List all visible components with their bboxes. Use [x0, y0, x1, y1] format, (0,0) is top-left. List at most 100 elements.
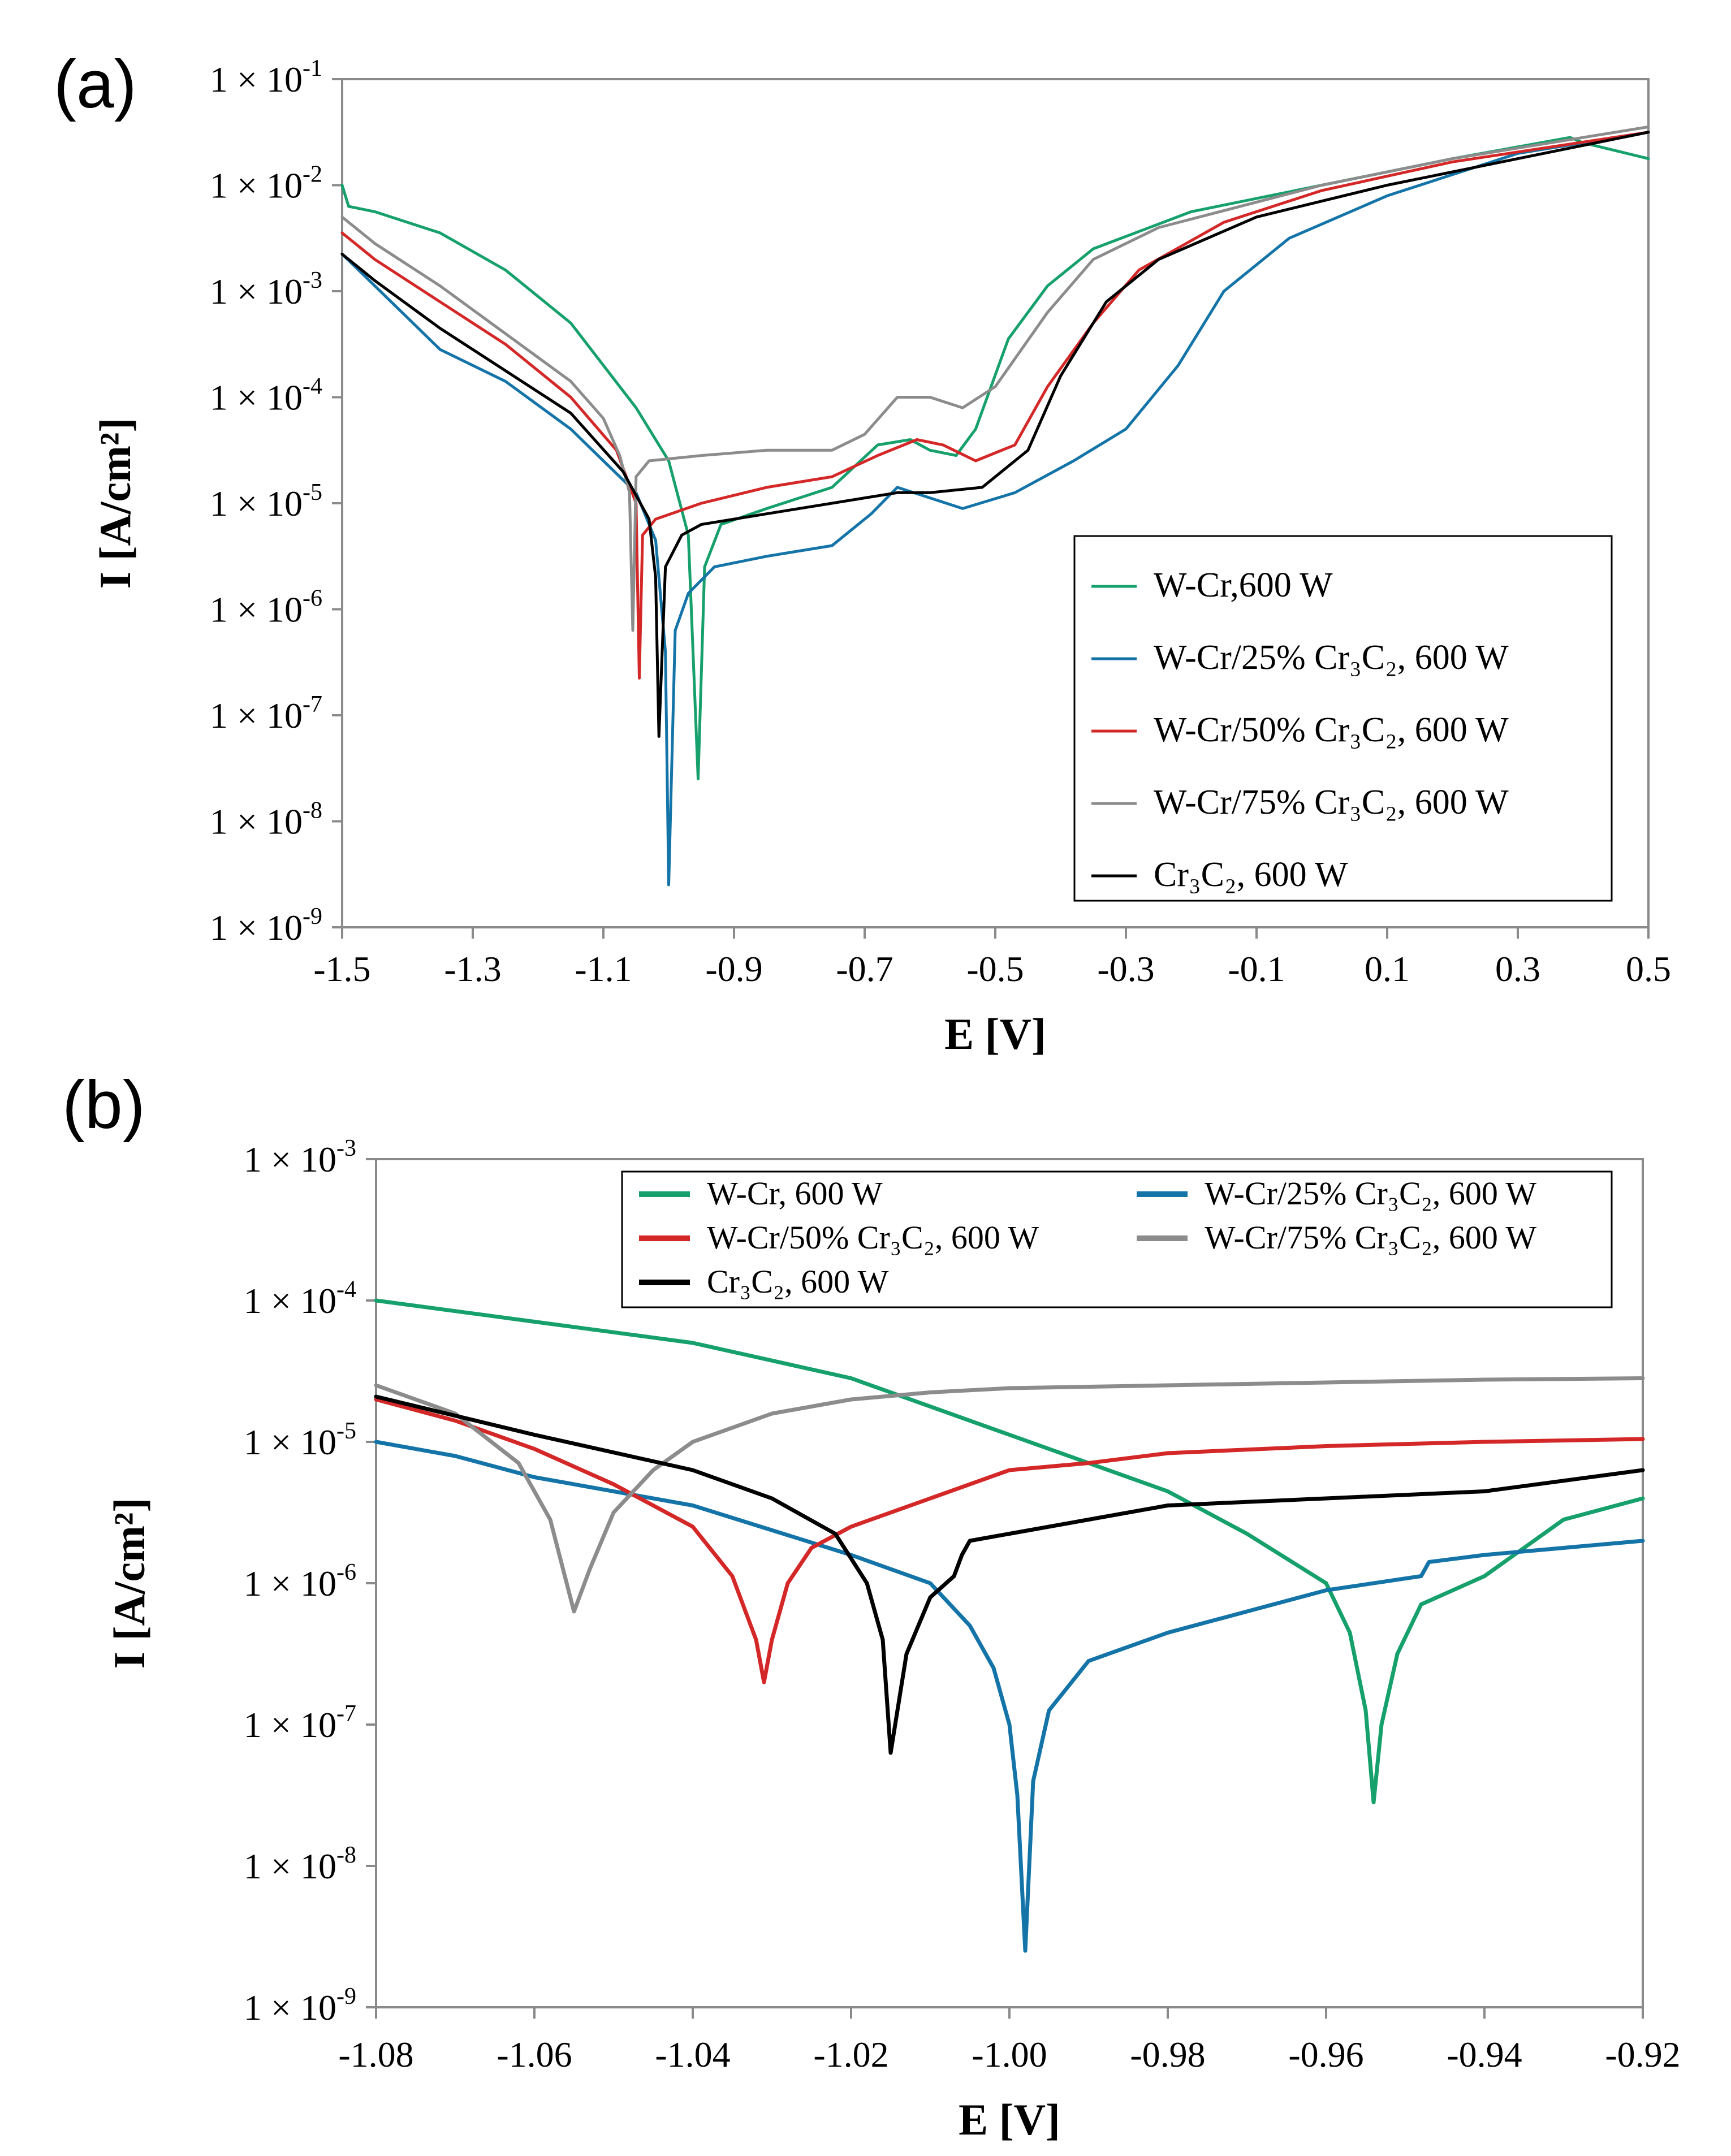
- x-tick-label: -1.02: [813, 2034, 888, 2075]
- x-tick-label: -1.1: [575, 949, 632, 989]
- series-line-w-cr-75: [374, 1376, 1645, 1614]
- x-tick-label: -0.92: [1605, 2034, 1680, 2075]
- y-tick-mantissa: 1 × 10: [210, 166, 303, 206]
- y-tick-label: 1 × 10-3: [244, 1135, 356, 1179]
- panel-a-y-ticks: 1 × 10-11 × 10-21 × 10-31 × 10-41 × 10-5…: [210, 55, 342, 948]
- y-tick-label: 1 × 10-9: [244, 1984, 356, 2028]
- y-tick-exponent: -2: [303, 162, 322, 188]
- panel-b-series: [374, 1298, 1645, 1953]
- x-tick-label: -0.9: [705, 949, 762, 989]
- series-line-w-cr-25: [340, 131, 1650, 887]
- y-tick-mantissa: 1 × 10: [244, 1988, 336, 2028]
- y-tick-mantissa: 1 × 10: [210, 695, 303, 736]
- y-tick-exponent: -8: [336, 1842, 356, 1868]
- y-tick-exponent: -5: [336, 1418, 356, 1444]
- y-tick-exponent: -7: [336, 1701, 356, 1727]
- series-line-w-cr: [374, 1298, 1645, 1804]
- legend-entry-label: W-Cr,600 W: [1154, 566, 1333, 604]
- y-tick-label: 1 × 10-8: [244, 1842, 356, 1886]
- panel-b-label: (b): [62, 1067, 145, 1143]
- y-tick-mantissa: 1 × 10: [244, 1846, 336, 1886]
- y-tick-mantissa: 1 × 10: [244, 1563, 336, 1604]
- x-tick-label: -0.94: [1447, 2034, 1522, 2075]
- series-line-w-cr-75: [340, 125, 1650, 632]
- legend-entry-label: W-Cr/75% Cr₃C₂, 600 W: [1154, 783, 1509, 822]
- x-tick-label: -0.3: [1097, 949, 1154, 989]
- y-tick-label: 1 × 10-3: [210, 267, 322, 312]
- panel-a-legend: W-Cr,600 W W-Cr/25% Cr₃C₂, 600 W W-Cr/50% …: [1073, 535, 1613, 902]
- panel-a-legend-box: [1073, 535, 1613, 902]
- y-tick-label: 1 × 10-8: [210, 798, 322, 842]
- y-tick-mantissa: 1 × 10: [244, 1281, 336, 1321]
- legend-entry-label: Cr₃C₂, 600 W: [1154, 856, 1348, 894]
- y-tick-label: 1 × 10-2: [210, 162, 322, 206]
- y-tick-label: 1 × 10-9: [210, 904, 322, 948]
- y-tick-exponent: -1: [303, 55, 322, 81]
- panel-b-y-axis-title: I [A/cm²]: [105, 1498, 154, 1669]
- y-tick-exponent: -6: [303, 586, 322, 612]
- x-tick-label: -1.04: [655, 2034, 730, 2075]
- x-tick-label: -0.98: [1130, 2034, 1205, 2075]
- y-tick-label: 1 × 10-7: [210, 692, 322, 736]
- series-line-w-cr-25: [374, 1440, 1645, 1953]
- y-tick-mantissa: 1 × 10: [210, 378, 303, 418]
- x-tick-label: -1.00: [972, 2034, 1047, 2075]
- y-tick-mantissa: 1 × 10: [244, 1422, 336, 1462]
- y-tick-exponent: -8: [303, 798, 322, 824]
- panel-a-y-axis-title: I [A/cm²]: [90, 418, 140, 589]
- panel-b-y-ticks: 1 × 10-31 × 10-41 × 10-51 × 10-61 × 10-7…: [244, 1135, 376, 2028]
- y-tick-exponent: -6: [336, 1559, 356, 1585]
- y-tick-exponent: -3: [336, 1135, 356, 1161]
- legend-entry-label: W-Cr/25% Cr₃C₂, 600 W: [1154, 638, 1509, 677]
- y-tick-label: 1 × 10-4: [244, 1277, 356, 1321]
- panel-b-legend: W-Cr, 600 W W-Cr/25% Cr₃C₂, 600 W W-Cr/50%…: [621, 1170, 1613, 1308]
- y-tick-mantissa: 1 × 10: [210, 802, 303, 842]
- y-tick-exponent: -9: [336, 1984, 356, 2010]
- y-tick-exponent: -5: [303, 479, 322, 505]
- y-tick-exponent: -4: [336, 1277, 356, 1303]
- series-line-cr3c2: [340, 131, 1650, 738]
- y-tick-mantissa: 1 × 10: [210, 271, 303, 312]
- y-tick-exponent: -7: [303, 692, 322, 718]
- x-tick-label: -0.96: [1288, 2034, 1363, 2075]
- x-tick-label: -0.7: [836, 949, 893, 989]
- legend-entry-label: W-Cr, 600 W: [707, 1175, 883, 1212]
- series-line-w-cr-50: [340, 131, 1650, 680]
- series-line-cr3c2: [374, 1394, 1645, 1755]
- x-tick-label: -0.1: [1228, 949, 1285, 989]
- y-tick-label: 1 × 10-1: [210, 55, 322, 100]
- panel-b-legend-box: [621, 1170, 1613, 1308]
- y-tick-label: 1 × 10-5: [244, 1418, 356, 1462]
- panel-b-x-axis-title: E [V]: [959, 2095, 1060, 2144]
- x-tick-label: -0.5: [966, 949, 1024, 989]
- panel-a: (a) 1 × 10-11 × 10-21 × 10-31 × 10-41 × …: [54, 46, 1671, 1058]
- y-tick-label: 1 × 10-6: [210, 586, 322, 630]
- panel-a-x-axis-title: E [V]: [944, 1009, 1046, 1058]
- x-tick-label: -1.08: [338, 2034, 413, 2075]
- legend-entry-label: Cr₃C₂, 600 W: [707, 1263, 889, 1300]
- y-tick-label: 1 × 10-4: [210, 374, 322, 418]
- y-tick-mantissa: 1 × 10: [210, 590, 303, 630]
- x-tick-label: 0.5: [1626, 949, 1671, 989]
- y-tick-label: 1 × 10-7: [244, 1701, 356, 1745]
- legend-entry-label: W-Cr/50% Cr₃C₂, 600 W: [707, 1219, 1039, 1256]
- y-tick-label: 1 × 10-6: [244, 1559, 356, 1604]
- y-tick-exponent: -4: [303, 374, 322, 400]
- x-tick-label: -1.06: [497, 2034, 572, 2075]
- series-line-w-cr-50: [374, 1397, 1645, 1684]
- x-tick-label: 0.3: [1495, 949, 1540, 989]
- y-tick-mantissa: 1 × 10: [244, 1139, 336, 1179]
- y-tick-exponent: -3: [303, 267, 322, 293]
- legend-entry-label: W-Cr/25% Cr₃C₂, 600 W: [1205, 1175, 1536, 1212]
- x-tick-label: -1.5: [313, 949, 370, 989]
- legend-entry-label: W-Cr/50% Cr₃C₂, 600 W: [1154, 711, 1509, 749]
- legend-entry-label: W-Cr/75% Cr₃C₂, 600 W: [1205, 1219, 1536, 1256]
- panel-b-x-ticks: -1.08 -1.06 -1.04 -1.02 -1.00 -0.98 -0.96 -0.94…: [338, 2007, 1681, 2075]
- x-tick-label: 0.1: [1365, 949, 1410, 989]
- panel-a-series: [340, 125, 1650, 887]
- y-tick-exponent: -9: [303, 904, 322, 930]
- y-tick-label: 1 × 10-5: [210, 479, 322, 524]
- x-tick-label: -1.3: [444, 949, 501, 989]
